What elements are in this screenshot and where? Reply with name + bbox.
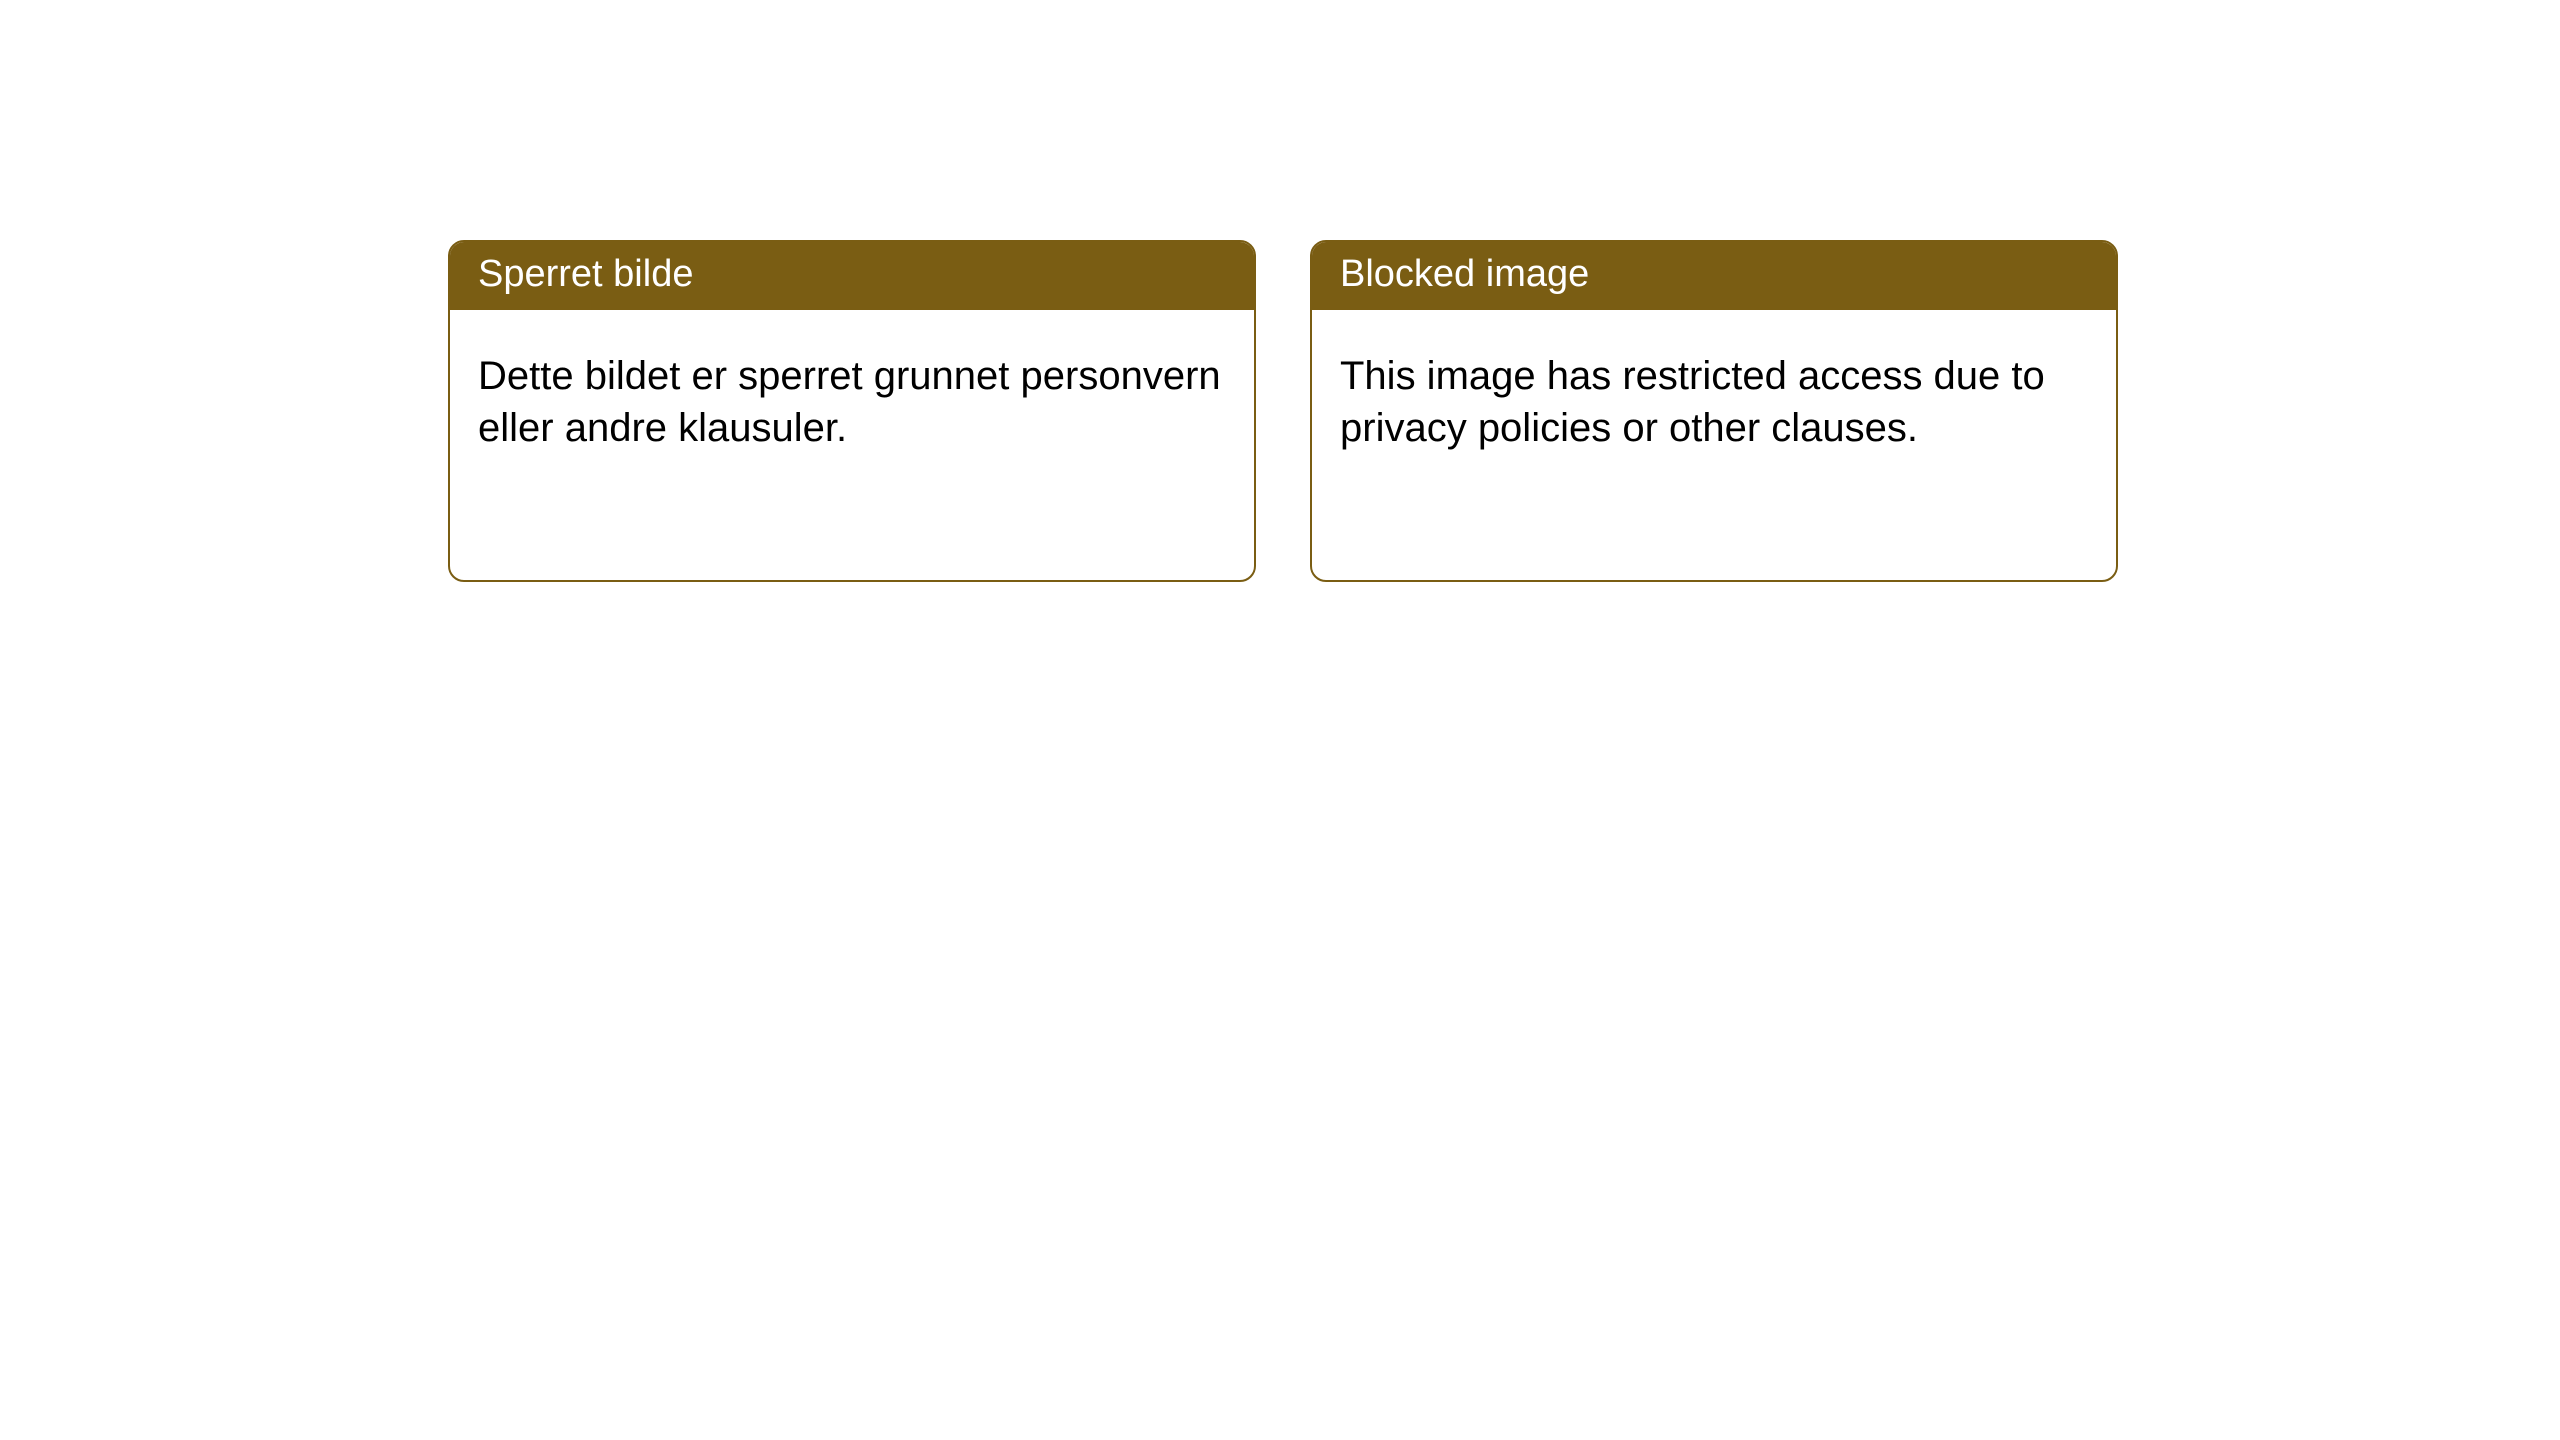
notice-body: Dette bildet er sperret grunnet personve… — [450, 310, 1254, 580]
notice-card-norwegian: Sperret bilde Dette bildet er sperret gr… — [448, 240, 1256, 582]
notice-header: Sperret bilde — [450, 242, 1254, 310]
notice-title: Sperret bilde — [478, 253, 693, 295]
notice-container: Sperret bilde Dette bildet er sperret gr… — [0, 0, 2560, 582]
notice-card-english: Blocked image This image has restricted … — [1310, 240, 2118, 582]
notice-body-text: Dette bildet er sperret grunnet personve… — [478, 354, 1221, 451]
notice-body: This image has restricted access due to … — [1312, 310, 2116, 580]
notice-title: Blocked image — [1340, 253, 1589, 295]
notice-body-text: This image has restricted access due to … — [1340, 354, 2045, 451]
notice-header: Blocked image — [1312, 242, 2116, 310]
